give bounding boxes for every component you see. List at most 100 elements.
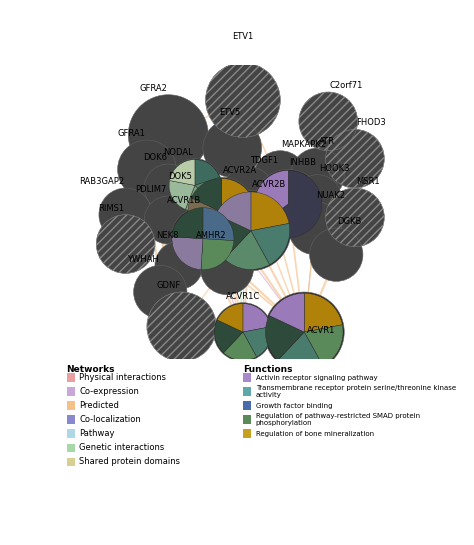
Text: Co-localization: Co-localization	[80, 415, 141, 424]
Wedge shape	[243, 304, 271, 332]
Wedge shape	[304, 325, 343, 366]
Text: Networks: Networks	[66, 365, 115, 374]
Circle shape	[128, 95, 208, 175]
Text: RIMS1: RIMS1	[98, 204, 124, 213]
Circle shape	[118, 140, 176, 199]
Wedge shape	[170, 160, 195, 185]
Circle shape	[291, 148, 344, 202]
Text: AMHR2: AMHR2	[196, 231, 226, 240]
Text: RAB3GAP2: RAB3GAP2	[79, 178, 124, 186]
Wedge shape	[201, 239, 234, 270]
Circle shape	[171, 207, 235, 271]
Text: DOK5: DOK5	[168, 172, 191, 181]
Circle shape	[96, 215, 155, 274]
Wedge shape	[304, 293, 342, 332]
Circle shape	[221, 167, 275, 220]
Wedge shape	[243, 326, 272, 357]
Wedge shape	[261, 171, 322, 238]
Circle shape	[187, 177, 256, 247]
Text: Pathway: Pathway	[80, 429, 115, 438]
FancyBboxPatch shape	[243, 415, 251, 424]
Wedge shape	[203, 208, 234, 241]
Circle shape	[310, 228, 363, 281]
FancyBboxPatch shape	[243, 401, 251, 410]
Circle shape	[203, 119, 262, 177]
Circle shape	[326, 188, 384, 247]
Wedge shape	[195, 177, 221, 204]
Text: GFRA2: GFRA2	[139, 84, 167, 93]
Text: DGKB: DGKB	[337, 217, 362, 226]
Text: Genetic interactions: Genetic interactions	[80, 443, 164, 452]
Text: PDLIM7: PDLIM7	[136, 185, 167, 195]
Text: GDNF: GDNF	[156, 281, 180, 290]
Wedge shape	[191, 178, 221, 212]
Circle shape	[200, 241, 254, 295]
Text: ETV1: ETV1	[232, 32, 254, 41]
Text: Functions: Functions	[243, 365, 292, 374]
Circle shape	[299, 92, 357, 151]
Wedge shape	[251, 192, 289, 231]
Circle shape	[147, 292, 216, 361]
Text: MAPKAPK2: MAPKAPK2	[282, 140, 327, 149]
Text: TDGF1: TDGF1	[250, 156, 278, 165]
Wedge shape	[223, 332, 256, 360]
Wedge shape	[265, 316, 304, 360]
Wedge shape	[185, 185, 213, 211]
Text: INHBB: INHBB	[290, 159, 317, 167]
Circle shape	[288, 202, 342, 255]
FancyBboxPatch shape	[66, 415, 75, 424]
Wedge shape	[214, 320, 243, 353]
Text: Predicted: Predicted	[80, 401, 119, 410]
Text: Transmembrane receptor protein serine/threonine kinase activity: Transmembrane receptor protein serine/th…	[256, 385, 456, 398]
Circle shape	[144, 164, 192, 212]
Circle shape	[211, 191, 291, 271]
Wedge shape	[224, 231, 270, 270]
Text: ACVR2B: ACVR2B	[252, 180, 286, 189]
Circle shape	[293, 175, 342, 223]
Text: ACVR1B: ACVR1B	[167, 196, 201, 205]
Circle shape	[144, 196, 192, 244]
FancyBboxPatch shape	[66, 373, 75, 382]
FancyBboxPatch shape	[66, 444, 75, 452]
Text: Co-expression: Co-expression	[80, 387, 139, 396]
FancyBboxPatch shape	[66, 429, 75, 438]
Circle shape	[326, 129, 384, 188]
Circle shape	[206, 63, 280, 137]
Circle shape	[254, 151, 307, 204]
Wedge shape	[278, 332, 323, 371]
Text: FHOD3: FHOD3	[356, 118, 386, 128]
Circle shape	[168, 183, 216, 231]
Text: ACVR1: ACVR1	[307, 326, 335, 335]
FancyBboxPatch shape	[243, 373, 251, 382]
Wedge shape	[221, 178, 255, 212]
Text: Regulation of bone mineralization: Regulation of bone mineralization	[256, 431, 374, 437]
Text: ACVR2A: ACVR2A	[223, 166, 257, 175]
Wedge shape	[217, 304, 243, 332]
Wedge shape	[251, 223, 290, 265]
Text: NODAL: NODAL	[163, 148, 193, 157]
FancyBboxPatch shape	[243, 387, 251, 396]
Text: DOK6: DOK6	[144, 154, 168, 162]
Wedge shape	[255, 171, 288, 224]
Text: C2orf71: C2orf71	[329, 81, 363, 90]
FancyBboxPatch shape	[66, 387, 75, 396]
Wedge shape	[188, 198, 221, 237]
Text: ATR: ATR	[319, 137, 335, 147]
Text: NUAK2: NUAK2	[316, 191, 345, 200]
Text: Shared protein domains: Shared protein domains	[80, 457, 181, 467]
Circle shape	[99, 188, 152, 241]
Text: Growth factor binding: Growth factor binding	[256, 403, 332, 409]
Text: YWHAH: YWHAH	[127, 255, 159, 264]
Wedge shape	[172, 208, 203, 239]
FancyBboxPatch shape	[66, 458, 75, 466]
Wedge shape	[199, 212, 238, 246]
Circle shape	[155, 241, 203, 289]
Circle shape	[134, 265, 187, 319]
Text: HOOK3: HOOK3	[319, 164, 349, 173]
Circle shape	[168, 159, 221, 212]
Circle shape	[214, 302, 272, 361]
Text: Activin receptor signaling pathway: Activin receptor signaling pathway	[256, 374, 377, 380]
Wedge shape	[221, 206, 255, 241]
Text: Regulation of pathway-restricted SMAD protein phosphorylation: Regulation of pathway-restricted SMAD pr…	[256, 413, 420, 426]
Circle shape	[264, 292, 344, 372]
